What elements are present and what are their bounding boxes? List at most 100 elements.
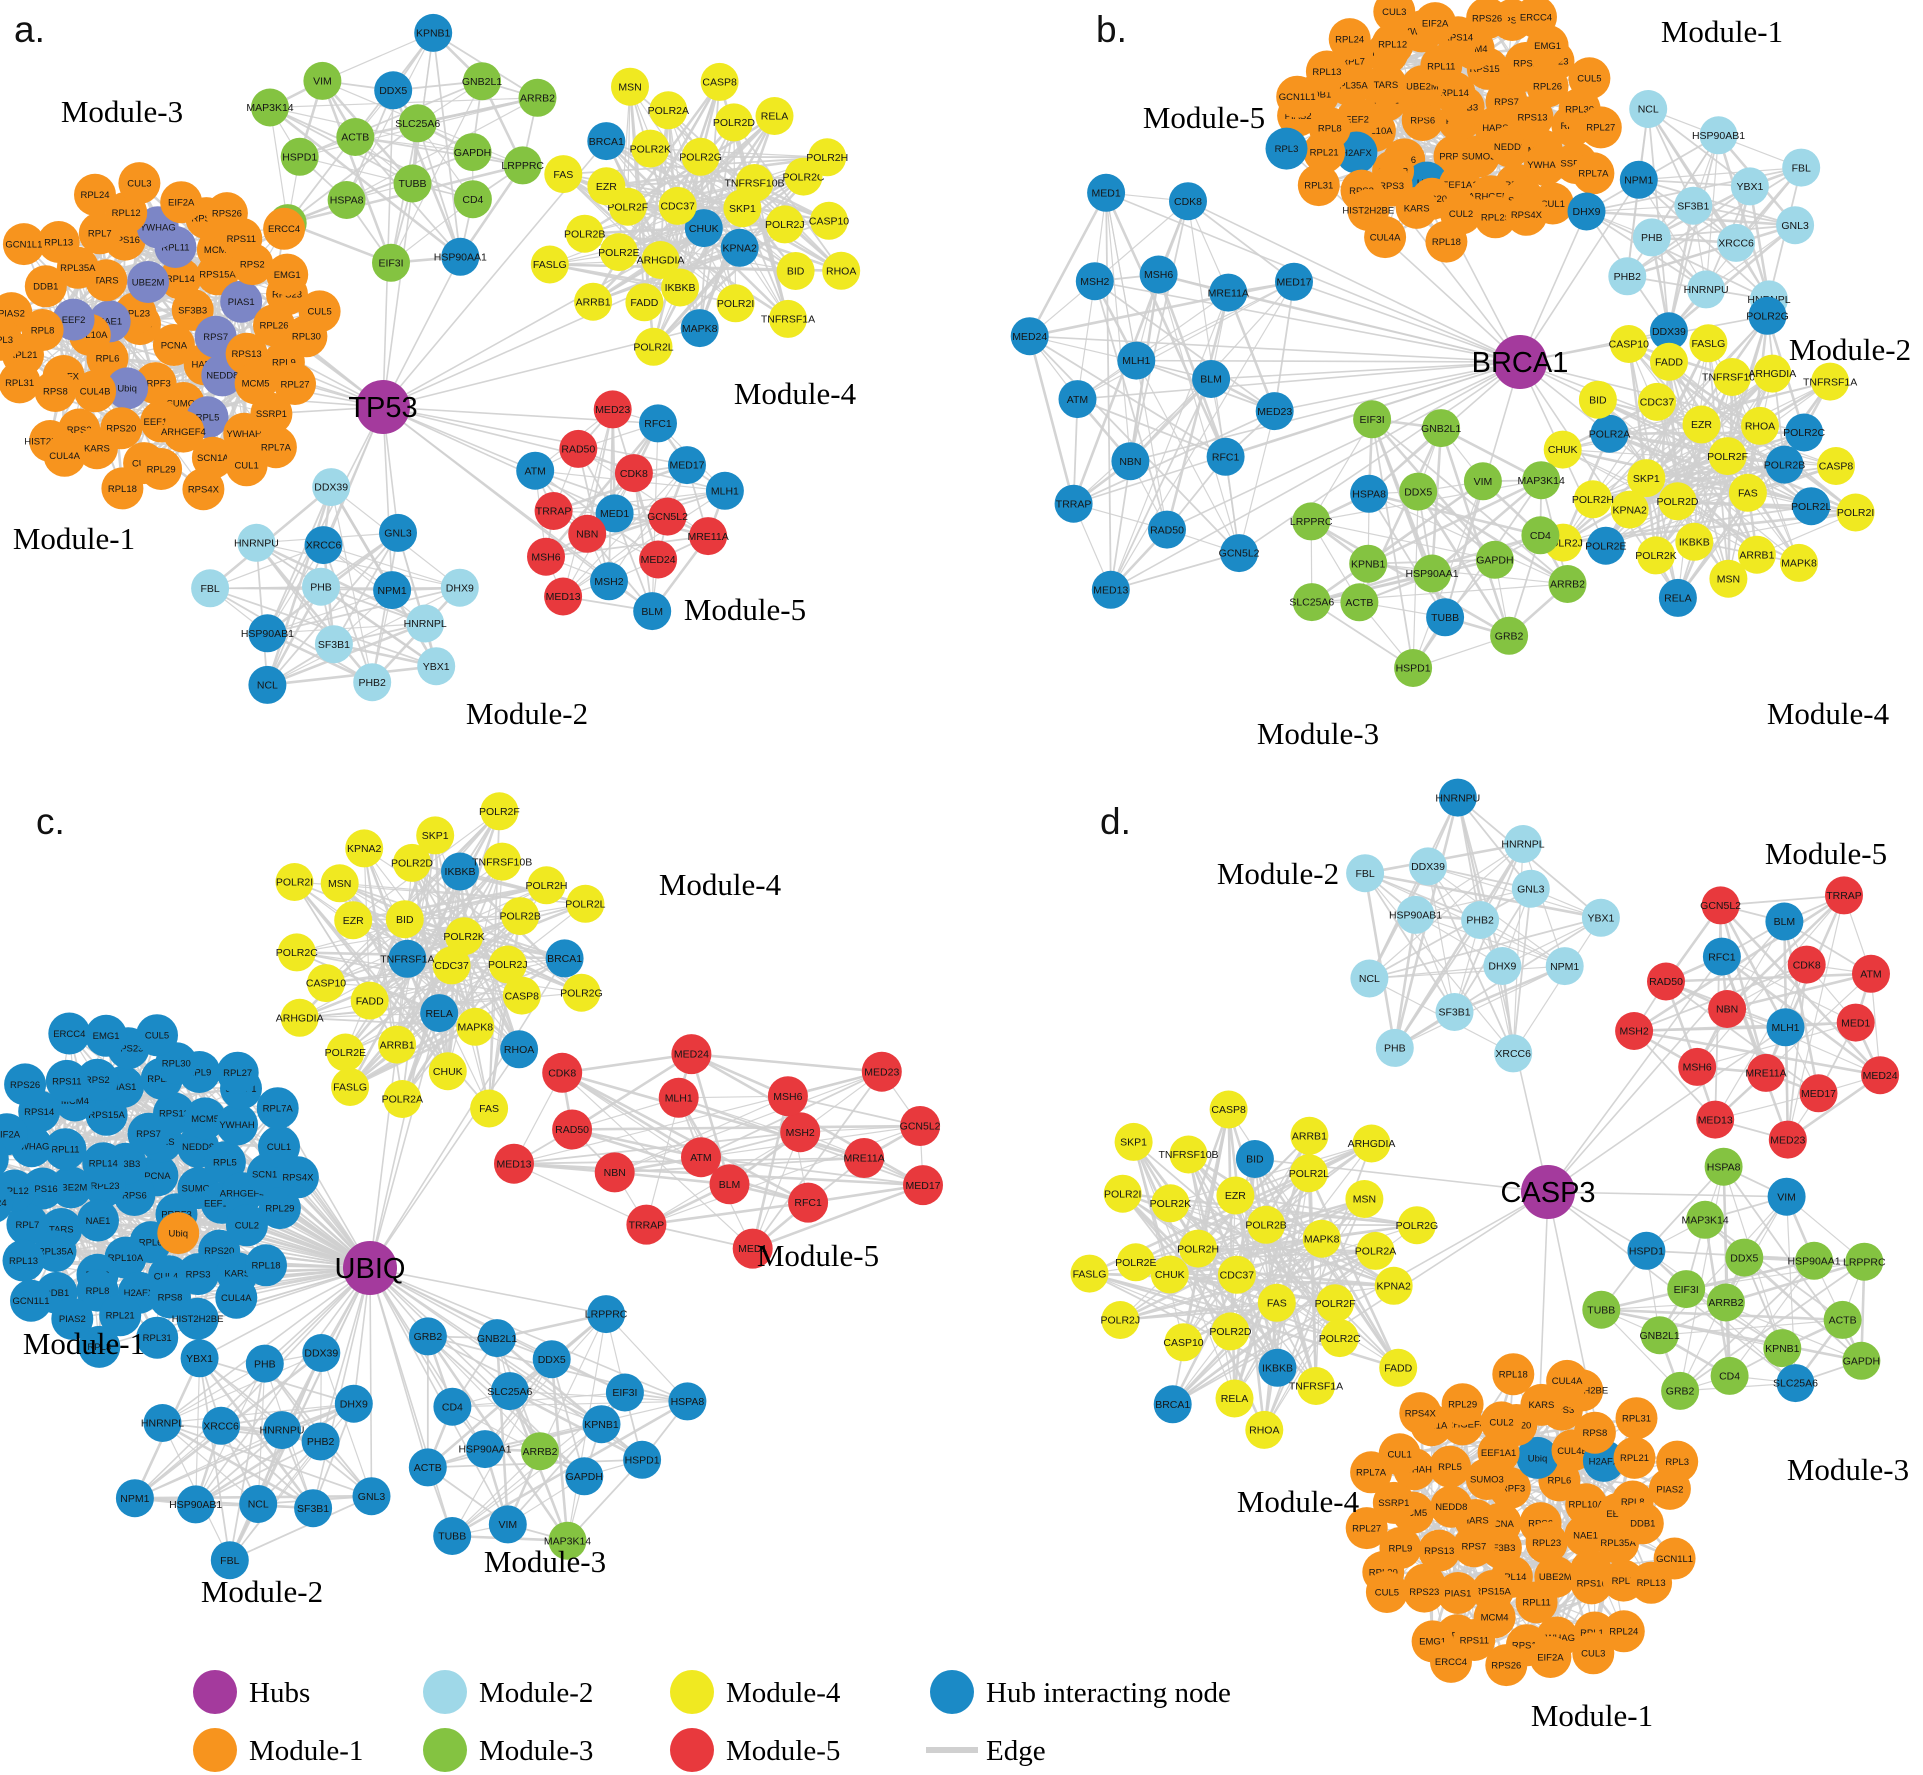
node-KPNA2: KPNA2: [345, 829, 384, 868]
node-MED24: MED24: [1010, 317, 1049, 356]
edge: [1073, 361, 1521, 505]
edge: [220, 1425, 314, 1509]
edge: [1627, 343, 1658, 556]
edge: [1227, 1109, 1236, 1399]
node-POLR2I: POLR2I: [275, 863, 314, 901]
hub-label-UBIQ: UBIQ: [335, 1253, 406, 1285]
node-KPNB1: KPNB1: [582, 1405, 621, 1444]
edge: [382, 406, 615, 515]
edge: [1547, 956, 1723, 1193]
node-MSN: MSN: [320, 864, 359, 903]
node-MED23: MED23: [1255, 392, 1294, 431]
legend-item-hubs: Hubs: [193, 1670, 310, 1714]
edge: [162, 1403, 354, 1424]
edge: [577, 448, 610, 582]
node-POLR2B: POLR2B: [564, 214, 605, 253]
node-FBL: FBL: [1346, 854, 1385, 893]
node-HSP90AA1: HSP90AA1: [1788, 1241, 1841, 1280]
edge: [1786, 964, 1808, 1140]
node-RPS26: RPS26: [205, 192, 248, 235]
node-NCL: NCL: [1629, 90, 1668, 128]
node-GAPDH: GAPDH: [1475, 540, 1514, 579]
edge: [134, 1267, 371, 1499]
node-UBE2M: UBE2M: [127, 261, 170, 303]
edge: [134, 1429, 283, 1499]
edge: [1368, 797, 1459, 979]
node-RPS23: RPS23: [1403, 1570, 1446, 1613]
edge: [605, 1313, 688, 1402]
edge: [741, 207, 789, 320]
edge: [1274, 361, 1521, 412]
node-MED23: MED23: [861, 1051, 902, 1092]
node-CDK8: CDK8: [1787, 945, 1826, 984]
edge: [1029, 280, 1295, 338]
hub-label-TP53: TP53: [348, 392, 417, 424]
legend-item-module-1: Module-1: [193, 1728, 363, 1772]
module-label-module-3-b: Module-3: [1257, 716, 1379, 751]
edge: [432, 32, 462, 257]
panel-letter-a: a.: [14, 9, 45, 50]
node-DDX39: DDX39: [302, 1334, 341, 1372]
node-PHB2: PHB2: [353, 663, 392, 702]
node-MSH2: MSH2: [1075, 262, 1114, 301]
edge: [1093, 280, 1168, 530]
node-RPL29: RPL29: [1441, 1383, 1484, 1426]
node-IKBKB: IKBKB: [441, 852, 479, 891]
edge: [1427, 866, 1456, 1013]
edge: [209, 587, 373, 683]
module-label-module-2-d: Module-2: [1217, 856, 1339, 891]
edge: [1028, 335, 1075, 505]
node-CUL5: CUL5: [136, 1014, 178, 1057]
node-RAD50: RAD50: [552, 1109, 593, 1150]
edge: [363, 848, 408, 960]
edge: [1415, 888, 1531, 916]
edge: [1135, 1142, 1373, 1264]
node-POLR2I: POLR2I: [1103, 1174, 1142, 1213]
node-ARRB2: ARRB2: [518, 78, 557, 117]
node-NCL: NCL: [1350, 959, 1389, 998]
node-CDC37: CDC37: [658, 186, 697, 225]
edge: [1238, 361, 1521, 554]
edge: [550, 1359, 569, 1541]
node-FASLG: FASLG: [1070, 1254, 1109, 1293]
node-MAPK8: MAPK8: [680, 309, 719, 348]
node-NPM1: NPM1: [1545, 947, 1584, 986]
node-GCN1L1: GCN1L1: [2, 223, 45, 266]
node-CASP8: CASP8: [700, 62, 739, 101]
node-FASLG: FASLG: [331, 1068, 370, 1106]
node-EZR: EZR: [1682, 405, 1721, 444]
edge: [1722, 1166, 1731, 1376]
node-MED17: MED17: [1799, 1074, 1838, 1113]
edge: [195, 1267, 371, 1505]
node-TRRAP: TRRAP: [1825, 876, 1863, 915]
node-NCL: NCL: [248, 665, 287, 704]
node-ACTB: ACTB: [408, 1448, 447, 1487]
edge: [1172, 1302, 1278, 1405]
edge: [1562, 401, 1658, 543]
node-RPL31: RPL31: [1297, 164, 1340, 207]
edge: [1364, 872, 1514, 1054]
node-TRRAP: TRRAP: [534, 492, 573, 530]
edge: [255, 541, 374, 684]
edge: [134, 1496, 314, 1510]
module-label-module-4-a: Module-4: [734, 376, 857, 411]
node-CUL3: CUL3: [0, 1141, 9, 1176]
edge: [451, 1450, 541, 1537]
node-NBN: NBN: [1111, 442, 1150, 481]
edge: [626, 81, 721, 208]
edge: [1172, 1143, 1372, 1405]
edge: [1369, 965, 1565, 980]
node-RPL31: RPL31: [1615, 1397, 1658, 1440]
edge: [1183, 1238, 1323, 1343]
node-POLR2E: POLR2E: [1585, 526, 1627, 565]
edge: [266, 406, 384, 634]
node-MED23: MED23: [593, 390, 632, 429]
node-RPL7A: RPL7A: [256, 1087, 299, 1130]
node-RHOA: RHOA: [822, 251, 861, 290]
node-RAD50: RAD50: [559, 429, 598, 468]
edge: [1677, 500, 1800, 564]
panel-b: MLH1 BLM NBN MSH6 RFC1 ATM MRE11A RAD50 MSH2 MED2…: [1010, 0, 1911, 751]
edge: [1136, 281, 1295, 362]
node-CASP8: CASP8: [1209, 1090, 1248, 1129]
module-label-module-2-b: Module-2: [1789, 332, 1911, 367]
